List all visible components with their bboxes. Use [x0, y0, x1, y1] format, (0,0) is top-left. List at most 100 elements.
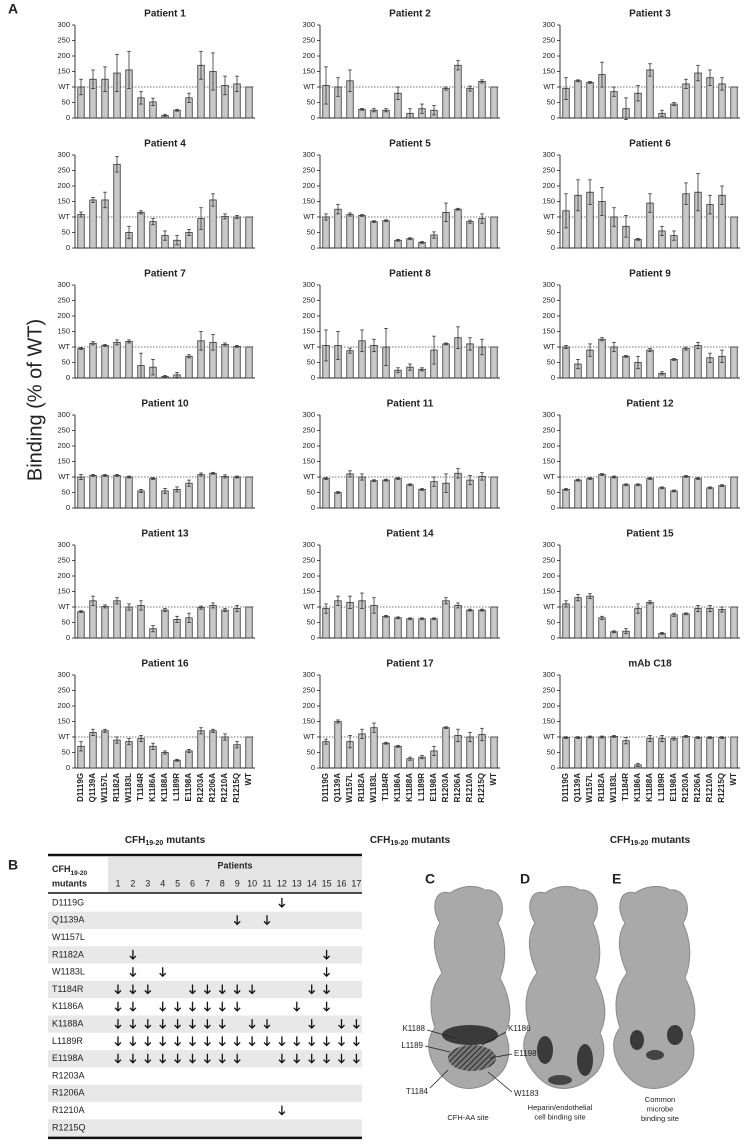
- y-tick-label: WT: [303, 82, 315, 91]
- error-bar: [444, 473, 448, 493]
- bar: [454, 64, 462, 119]
- x-tick-label: WT: [729, 773, 738, 786]
- bar: [406, 238, 414, 249]
- decrease-arrow: [203, 1036, 211, 1047]
- error-bar: [360, 728, 364, 739]
- y-tick-label: 50: [62, 97, 70, 106]
- error-bar: [348, 735, 352, 749]
- y-tick-label: 0: [311, 763, 315, 772]
- error-bar: [600, 473, 604, 476]
- error-bar: [468, 85, 472, 92]
- decrease-arrow: [114, 1019, 122, 1030]
- decrease-arrow: [278, 1053, 286, 1064]
- decrease-arrow: [129, 1053, 137, 1064]
- error-bar: [211, 602, 215, 609]
- decrease-arrow: [144, 984, 152, 995]
- error-bar: [336, 204, 340, 215]
- error-bar: [684, 475, 688, 478]
- bar: [490, 606, 498, 639]
- error-bar: [408, 363, 412, 371]
- x-tick-label: R1203A: [196, 773, 205, 803]
- error-bar: [115, 736, 119, 744]
- error-bar: [199, 331, 203, 351]
- y-tick-label: 300: [542, 150, 555, 159]
- bar: [646, 601, 654, 639]
- error-bar: [708, 352, 712, 363]
- y-tick-label: 150: [57, 456, 70, 465]
- y-tick-label: 300: [57, 540, 70, 549]
- bar: [113, 341, 121, 379]
- site-patch: [646, 1050, 664, 1060]
- y-tick-label: 250: [542, 35, 555, 44]
- error-bar: [348, 595, 352, 609]
- bar: [406, 618, 414, 639]
- error-bar: [612, 475, 616, 479]
- error-bar: [480, 727, 484, 742]
- error-bar: [175, 108, 179, 112]
- y-tick-label: 200: [302, 441, 315, 450]
- error-bar: [115, 339, 119, 346]
- y-tick-label: 150: [57, 66, 70, 75]
- y-tick-label: 150: [302, 456, 315, 465]
- bar: [562, 488, 570, 509]
- y-tick-label: 300: [57, 670, 70, 679]
- decrease-arrow: [129, 1019, 137, 1030]
- x-tick-label: K1188A: [645, 773, 654, 802]
- decrease-arrow: [189, 984, 196, 995]
- bar: [730, 216, 738, 249]
- x-tick-label: R1206A: [208, 773, 217, 803]
- decrease-arrow: [203, 1053, 211, 1064]
- y-tick-label: 0: [66, 763, 70, 772]
- error-bar: [696, 477, 700, 480]
- bar: [730, 736, 738, 769]
- decrease-arrow: [338, 1036, 345, 1047]
- decrease-arrow: [129, 984, 137, 995]
- bar: [89, 342, 97, 379]
- decrease-arrow: [278, 1036, 286, 1047]
- error-bar: [372, 338, 376, 353]
- error-bar: [444, 597, 448, 605]
- decrease-arrow: [129, 949, 137, 960]
- error-bar: [564, 193, 568, 229]
- x-label-text: mutants: [651, 835, 690, 846]
- x-tick-label: K1186A: [148, 773, 157, 802]
- x-tick-label: W1157L: [100, 773, 109, 803]
- chart-title: Patient 5: [389, 139, 431, 150]
- error-bar: [636, 762, 640, 767]
- bar: [490, 216, 498, 249]
- error-bar: [384, 478, 388, 482]
- y-tick-label: 0: [551, 373, 555, 382]
- error-bar: [336, 719, 340, 724]
- error-bar: [636, 483, 640, 487]
- x-tick-label: R1203A: [441, 773, 450, 803]
- caption: Heparin/endothelial: [528, 1103, 593, 1112]
- site-patch: [548, 1075, 572, 1085]
- decrease-arrow: [263, 1019, 271, 1030]
- error-bar: [624, 737, 628, 745]
- error-bar: [480, 472, 484, 481]
- panel-label: B: [8, 857, 18, 873]
- decrease-arrow: [278, 898, 286, 908]
- error-bar: [211, 728, 215, 733]
- bar: [358, 476, 366, 509]
- header-mutants: mutants: [52, 878, 87, 888]
- residue-label: K1186: [508, 1024, 531, 1033]
- decrease-arrow: [159, 1036, 167, 1047]
- error-bar: [91, 474, 95, 477]
- y-tick-label: 200: [57, 571, 70, 580]
- x-tick-label: Q1139A: [573, 773, 582, 803]
- bar: [113, 600, 121, 639]
- bar: [221, 736, 229, 769]
- x-tick-label: T1184R: [621, 773, 630, 801]
- chart-title: Patient 2: [389, 9, 431, 20]
- bar: [245, 606, 253, 639]
- decrease-arrow: [203, 1001, 211, 1012]
- error-bar: [588, 179, 592, 206]
- y-tick-label: 50: [547, 227, 555, 236]
- y-tick-label: 150: [542, 66, 555, 75]
- y-tick-label: 200: [302, 311, 315, 320]
- bar: [730, 606, 738, 639]
- error-bar: [444, 342, 448, 346]
- bar: [125, 476, 133, 509]
- error-bar: [456, 602, 460, 609]
